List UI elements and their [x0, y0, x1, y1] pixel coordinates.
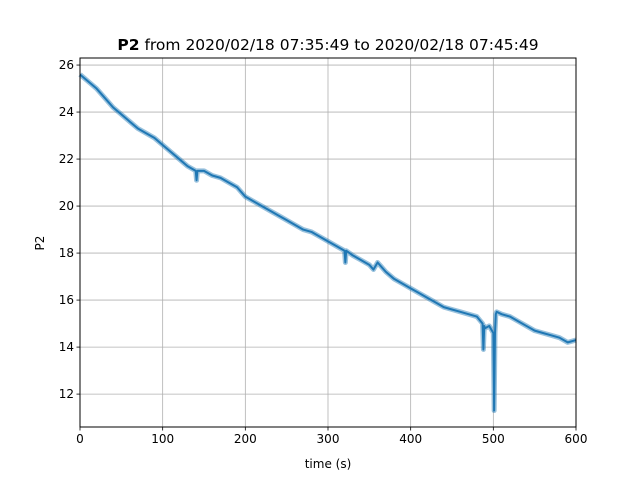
y-tick-label: 18 [59, 246, 74, 260]
x-tick-label: 500 [482, 432, 505, 446]
y-tick-label: 12 [59, 387, 74, 401]
x-tick-label: 600 [565, 432, 588, 446]
y-tick-label: 16 [59, 293, 74, 307]
y-tick-label: 26 [59, 58, 74, 72]
y-axis-label: P2 [33, 236, 47, 251]
x-tick-label: 400 [399, 432, 422, 446]
x-tick-label: 300 [317, 432, 340, 446]
chart-title: P2 from 2020/02/18 07:35:49 to 2020/02/1… [117, 36, 538, 54]
x-axis-label: time (s) [305, 457, 352, 471]
x-tick-label: 100 [151, 432, 174, 446]
y-tick-label: 24 [59, 105, 74, 119]
x-axis: 0 100 200 300 400 500 600 [76, 427, 587, 446]
series-line [79, 73, 577, 412]
chart-title-bold: P2 [117, 36, 139, 54]
y-tick-label: 22 [59, 152, 74, 166]
y-tick-label: 14 [59, 340, 74, 354]
plot-area [78, 72, 577, 414]
grid [79, 58, 577, 427]
x-tick-label: 0 [76, 432, 84, 446]
chart-title-range: from 2020/02/18 07:35:49 to 2020/02/18 0… [140, 36, 539, 54]
x-tick-label: 200 [234, 432, 257, 446]
y-axis: 12 14 16 18 20 22 24 26 [59, 58, 80, 401]
y-tick-label: 20 [59, 199, 74, 213]
